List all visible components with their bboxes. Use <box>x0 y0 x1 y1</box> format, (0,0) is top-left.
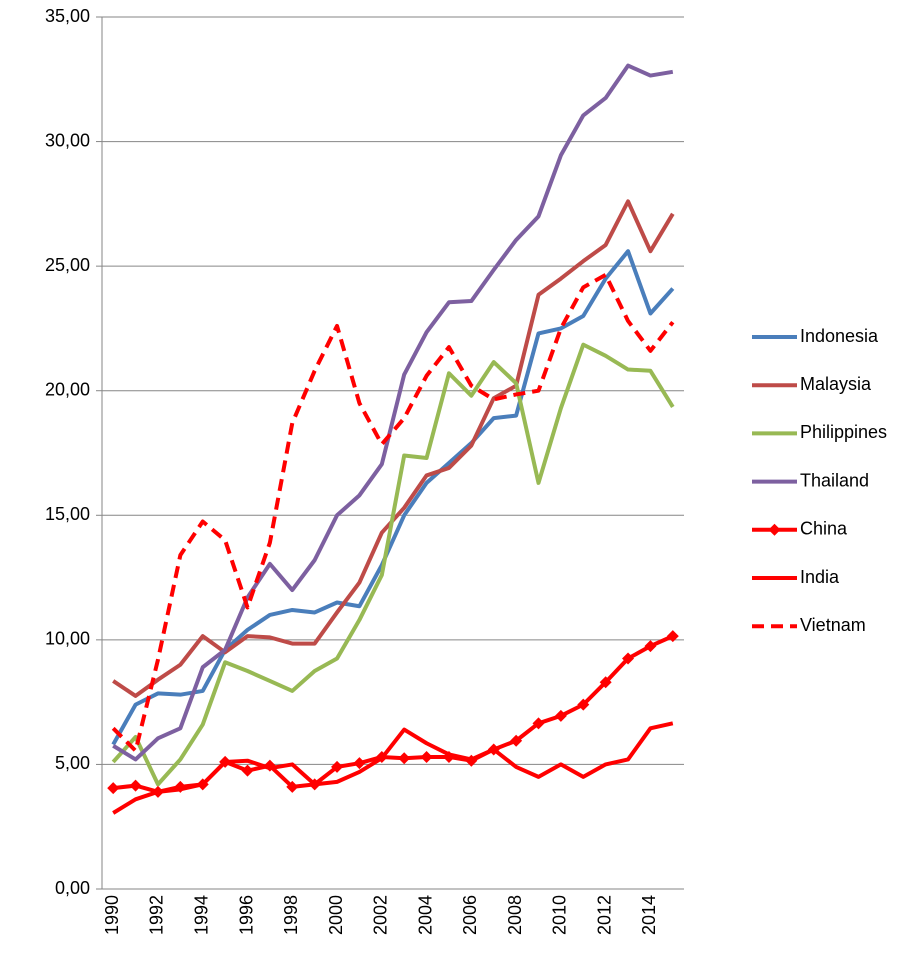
x-tick-label: 2004 <box>415 895 435 935</box>
series-line <box>111 272 675 753</box>
marker <box>353 757 366 770</box>
series-line <box>112 63 674 762</box>
marker <box>644 640 657 653</box>
marker <box>554 709 567 722</box>
series-line <box>112 721 674 815</box>
series-line <box>111 342 675 787</box>
marker <box>129 779 142 792</box>
y-tick-label: 5,00 <box>55 753 90 773</box>
y-tick-label: 35,00 <box>45 6 90 26</box>
marker <box>107 782 120 795</box>
marker <box>510 734 523 747</box>
series-line <box>112 634 674 794</box>
y-tick-label: 20,00 <box>45 379 90 399</box>
x-tick-label: 2012 <box>594 895 614 935</box>
y-tick-label: 25,00 <box>45 255 90 275</box>
marker <box>532 717 545 730</box>
series-line <box>111 249 675 746</box>
x-tick-label: 2002 <box>371 895 391 935</box>
x-tick-label: 1996 <box>236 895 256 935</box>
legend-label: China <box>800 519 848 539</box>
legend-label: Vietnam <box>800 615 866 635</box>
x-tick-label: 2014 <box>639 895 659 935</box>
y-tick-label: 15,00 <box>45 504 90 524</box>
legend-label: Malaysia <box>800 374 872 394</box>
y-tick-label: 30,00 <box>45 130 90 150</box>
y-tick-label: 10,00 <box>45 629 90 649</box>
marker <box>666 630 679 643</box>
legend-marker <box>768 523 781 536</box>
marker <box>241 764 254 777</box>
marker <box>331 760 344 773</box>
marker <box>286 780 299 793</box>
marker <box>398 752 411 765</box>
marker <box>622 652 635 665</box>
marker <box>420 750 433 763</box>
legend-label: India <box>800 567 840 587</box>
legend-label: Indonesia <box>800 326 879 346</box>
x-tick-label: 1990 <box>102 895 122 935</box>
x-tick-label: 1992 <box>147 895 167 935</box>
series-line <box>112 199 675 698</box>
legend-label: Philippines <box>800 422 887 442</box>
y-tick-label: 0,00 <box>55 878 90 898</box>
x-tick-label: 1998 <box>281 895 301 935</box>
x-tick-label: 1994 <box>191 895 211 935</box>
x-tick-label: 2000 <box>326 895 346 935</box>
x-tick-label: 2006 <box>460 895 480 935</box>
x-tick-label: 2010 <box>550 895 570 935</box>
x-tick-label: 2008 <box>505 895 525 935</box>
marker <box>577 698 590 711</box>
legend-label: Thailand <box>800 470 869 490</box>
marker <box>599 676 612 689</box>
